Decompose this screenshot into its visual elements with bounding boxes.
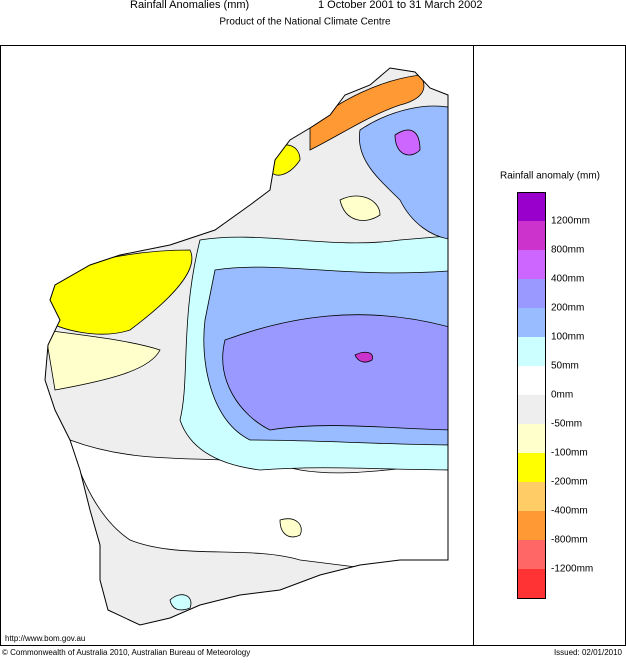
legend-swatch [517, 424, 545, 453]
legend-label: 800mm [551, 245, 584, 256]
legend-label: 200mm [551, 303, 584, 314]
legend-swatch [517, 569, 545, 598]
copyright: © Commonwealth of Australia 2010, Austra… [2, 648, 250, 657]
legend-label: -800mm [551, 535, 588, 546]
legend-label: -200mm [551, 477, 588, 488]
legend-label: 100mm [551, 332, 584, 343]
legend-label: 0mm [551, 390, 573, 401]
legend: 1200mm 800mm 400mm 200mm 100mm 50mm 0mm -50mm -1… [517, 192, 593, 599]
period: 1 October 2001 to 31 March 2002 [318, 0, 483, 11]
legend-swatch [517, 366, 545, 395]
legend-label: -1200mm [551, 564, 593, 575]
legend-swatch [517, 192, 545, 221]
legend-label: 1200mm [551, 216, 590, 227]
legend-label: -400mm [551, 506, 588, 517]
legend-title: Rainfall anomaly (mm) [500, 171, 600, 182]
legend-swatch [517, 482, 545, 511]
issued: Issued: 02/01/2010 [554, 648, 623, 657]
legend-swatch [517, 279, 545, 308]
legend-swatch [517, 308, 545, 337]
title: Rainfall Anomalies (mm) [130, 0, 249, 11]
map [45, 68, 448, 625]
legend-swatch [517, 337, 545, 366]
legend-border [517, 192, 546, 599]
legend-swatch [517, 453, 545, 482]
legend-label: 400mm [551, 274, 584, 285]
legend-label: 50mm [551, 361, 579, 372]
legend-label: -50mm [551, 419, 582, 430]
url: http://www.bom.gov.au [5, 634, 85, 643]
legend-swatch [517, 250, 545, 279]
legend-swatch [517, 221, 545, 250]
legend-swatch [517, 540, 545, 569]
legend-label: -100mm [551, 448, 588, 459]
legend-swatch [517, 511, 545, 540]
subtitle: Product of the National Climate Centre [219, 17, 391, 28]
coastline [44, 67, 449, 626]
legend-swatch [517, 395, 545, 424]
